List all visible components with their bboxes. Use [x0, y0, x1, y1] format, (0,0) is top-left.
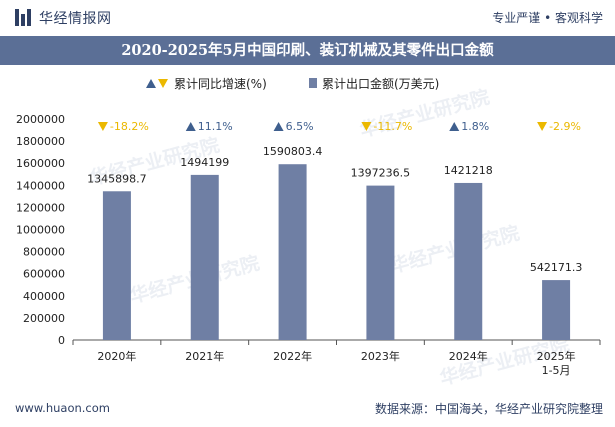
x-category-label: 2024年	[449, 349, 488, 363]
legend-label-growth: 累计同比增速(%)	[174, 77, 267, 91]
legend-down-triangle-icon	[158, 79, 168, 88]
bar-export-1	[190, 174, 219, 340]
y-tick-label: 1800000	[16, 135, 65, 148]
bar-value-label-0: 1345898.7	[87, 172, 147, 185]
legend-label-export: 累计出口金额(万美元)	[322, 76, 439, 91]
chart-title: 2020-2025年5月中国印刷、装订机械及其零件出口金额	[0, 36, 615, 65]
bar-value-label-5: 542171.3	[530, 261, 583, 274]
growth-up-icon-1	[185, 122, 196, 131]
y-tick-label: 800000	[23, 246, 65, 259]
growth-down-icon-3	[361, 122, 372, 131]
brand-tagline: 专业严谨 • 客观科学	[492, 11, 603, 25]
watermark-text-1: 华经产业研究院	[357, 85, 491, 142]
y-tick-label: 0	[58, 334, 65, 347]
x-category-label: 1-5月	[542, 364, 571, 377]
growth-down-icon-0	[97, 122, 108, 131]
growth-label-5: -2.9%	[549, 120, 581, 133]
bar-export-5	[542, 280, 571, 340]
bar-value-label-3: 1397236.5	[351, 167, 411, 180]
y-tick-label: 2000000	[16, 113, 65, 126]
top-bar: 华经情报网 专业严谨 • 客观科学	[0, 0, 615, 36]
bar-chart: 华经产业研究院华经产业研究院华经产业研究院华经产业研究院华经产业研究院 累计同比…	[16, 76, 601, 389]
footer-website: www.huaon.com	[15, 401, 110, 415]
growth-down-icon-5	[537, 122, 548, 131]
axes: 0 200000 400000 600000 800000 1000000 1200000 1…	[16, 113, 601, 377]
y-tick-label: 600000	[23, 268, 65, 281]
growth-up-icon-2	[273, 122, 284, 131]
bar-export-0	[102, 191, 131, 340]
growth-label-0: -18.2%	[110, 120, 149, 133]
growth-label-1: 11.1%	[198, 120, 233, 133]
footer: www.huaon.com 数据来源：中国海关，华经产业研究院整理	[0, 389, 615, 427]
bars: 1345898.7 -18.2% 1494199 11.1% 1590803.4 6.5%…	[87, 120, 582, 340]
y-tick-label: 1200000	[16, 201, 65, 214]
y-tick-label: 400000	[23, 290, 65, 303]
y-tick-label: 200000	[23, 312, 65, 325]
watermark-layer: 华经产业研究院华经产业研究院华经产业研究院华经产业研究院华经产业研究院	[87, 85, 571, 389]
logo-icon	[15, 9, 31, 26]
x-category-label: 2022年	[273, 349, 312, 363]
growth-label-4: 1.8%	[461, 120, 489, 133]
y-tick-label: 1000000	[16, 224, 65, 237]
legend-up-triangle-icon	[146, 79, 156, 88]
growth-up-icon-4	[449, 122, 460, 131]
bar-value-label-2: 1590803.4	[263, 145, 323, 158]
footer-source: 数据来源：中国海关，华经产业研究院整理	[374, 402, 603, 416]
x-category-label: 2023年	[361, 349, 400, 363]
y-tick-label: 1400000	[16, 179, 65, 192]
legend: 累计同比增速(%) 累计出口金额(万美元)	[146, 76, 439, 91]
bar-export-4	[454, 182, 483, 340]
legend-bar-swatch	[309, 78, 317, 88]
bar-value-label-4: 1421218	[444, 164, 493, 177]
x-category-label: 2020年	[97, 349, 136, 363]
y-tick-label: 1600000	[16, 157, 65, 170]
x-category-label: 2021年	[185, 349, 224, 363]
brand-name: 华经情报网	[39, 11, 112, 27]
growth-label-2: 6.5%	[286, 120, 314, 133]
growth-label-3: -11.7%	[373, 120, 412, 133]
bar-export-2	[278, 164, 307, 340]
bar-export-3	[366, 185, 395, 340]
x-category-label: 2025年	[537, 349, 576, 363]
bar-value-label-1: 1494199	[180, 156, 229, 169]
